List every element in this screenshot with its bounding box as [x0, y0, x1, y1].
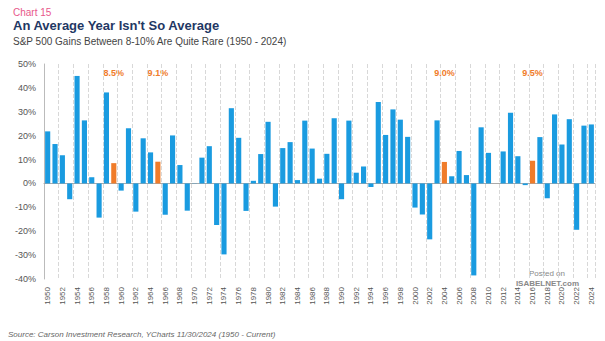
svg-text:30%: 30%	[18, 107, 36, 117]
svg-text:40%: 40%	[18, 83, 36, 93]
svg-text:50%: 50%	[18, 59, 36, 69]
svg-text:1970: 1970	[190, 286, 199, 304]
svg-text:-30%: -30%	[15, 250, 36, 260]
svg-text:1988: 1988	[322, 286, 331, 304]
svg-text:1978: 1978	[249, 286, 258, 304]
svg-text:1986: 1986	[308, 286, 317, 304]
svg-text:1982: 1982	[278, 286, 287, 304]
svg-text:20%: 20%	[18, 131, 36, 141]
svg-text:1972: 1972	[205, 286, 214, 304]
svg-text:An Average Year Isn't So Avera: An Average Year Isn't So Average	[13, 18, 219, 33]
svg-text:0%: 0%	[23, 178, 36, 188]
svg-text:1950: 1950	[43, 286, 52, 304]
svg-text:1952: 1952	[58, 286, 67, 304]
svg-text:-10%: -10%	[15, 202, 36, 212]
svg-text:2006: 2006	[455, 286, 464, 304]
svg-text:2000: 2000	[411, 286, 420, 304]
svg-text:2010: 2010	[484, 286, 493, 304]
svg-text:1998: 1998	[396, 286, 405, 304]
svg-text:2018: 2018	[543, 286, 552, 304]
svg-text:Chart 15: Chart 15	[13, 7, 52, 18]
svg-text:2008: 2008	[469, 286, 478, 304]
svg-text:9.1%: 9.1%	[148, 68, 169, 78]
svg-text:8.5%: 8.5%	[104, 68, 125, 78]
svg-text:9.0%: 9.0%	[434, 68, 455, 78]
svg-text:1990: 1990	[337, 286, 346, 304]
svg-text:1964: 1964	[146, 286, 155, 304]
svg-text:1968: 1968	[175, 286, 184, 304]
svg-text:1966: 1966	[161, 286, 170, 304]
svg-text:1960: 1960	[117, 286, 126, 304]
svg-text:S&P 500 Gains Between 8-10% Ar: S&P 500 Gains Between 8-10% Are Quite Ra…	[13, 36, 286, 47]
svg-text:1976: 1976	[234, 286, 243, 304]
svg-text:1958: 1958	[102, 286, 111, 304]
svg-text:2024: 2024	[587, 286, 596, 304]
svg-text:1974: 1974	[219, 286, 228, 304]
svg-text:ISABELNET.com: ISABELNET.com	[516, 279, 579, 288]
svg-text:2022: 2022	[572, 286, 581, 304]
svg-text:1956: 1956	[87, 286, 96, 304]
svg-text:10%: 10%	[18, 155, 36, 165]
svg-text:Posted on: Posted on	[529, 269, 565, 278]
svg-text:2016: 2016	[528, 286, 537, 304]
svg-text:Source: Carson Investment Rese: Source: Carson Investment Research, YCha…	[8, 330, 276, 339]
svg-text:1962: 1962	[131, 286, 140, 304]
svg-text:1984: 1984	[293, 286, 302, 304]
svg-text:2020: 2020	[557, 286, 566, 304]
svg-text:1954: 1954	[73, 286, 82, 304]
svg-text:9.5%: 9.5%	[522, 68, 543, 78]
svg-text:1994: 1994	[366, 286, 375, 304]
svg-text:2012: 2012	[499, 286, 508, 304]
svg-text:-20%: -20%	[15, 226, 36, 236]
svg-text:2002: 2002	[425, 286, 434, 304]
svg-text:1992: 1992	[352, 286, 361, 304]
svg-text:2004: 2004	[440, 286, 449, 304]
svg-text:-40%: -40%	[15, 274, 36, 284]
svg-text:1996: 1996	[381, 286, 390, 304]
svg-text:1980: 1980	[264, 286, 273, 304]
svg-text:2014: 2014	[513, 286, 522, 304]
